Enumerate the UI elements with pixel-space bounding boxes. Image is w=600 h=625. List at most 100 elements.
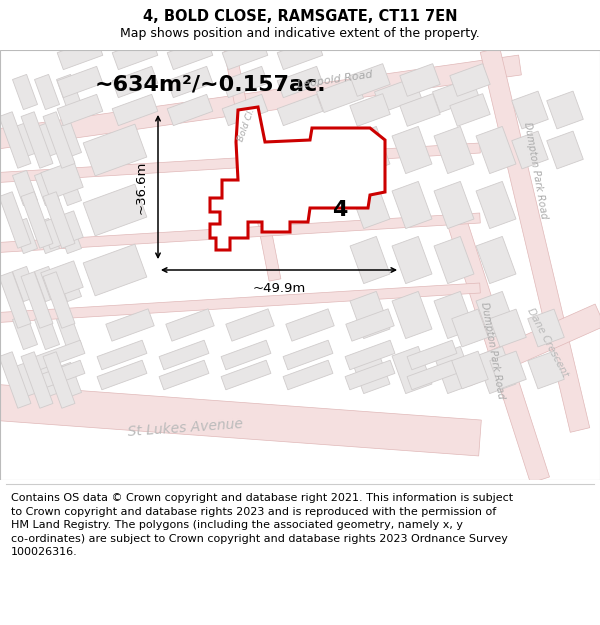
Text: Map shows position and indicative extent of the property.: Map shows position and indicative extent… xyxy=(120,27,480,40)
Polygon shape xyxy=(0,55,521,150)
Polygon shape xyxy=(21,352,53,408)
Text: ~634m²/~0.157ac.: ~634m²/~0.157ac. xyxy=(95,75,326,95)
Polygon shape xyxy=(283,340,333,370)
Polygon shape xyxy=(56,218,82,254)
Polygon shape xyxy=(34,314,59,349)
Polygon shape xyxy=(490,351,526,389)
Polygon shape xyxy=(13,266,38,302)
Polygon shape xyxy=(512,91,548,129)
Polygon shape xyxy=(166,309,214,341)
Text: Contains OS data © Crown copyright and database right 2021. This information is : Contains OS data © Crown copyright and d… xyxy=(11,493,513,558)
Polygon shape xyxy=(159,340,209,370)
Polygon shape xyxy=(490,309,526,347)
Polygon shape xyxy=(43,352,75,408)
Polygon shape xyxy=(35,340,85,370)
Polygon shape xyxy=(407,340,457,370)
Polygon shape xyxy=(57,66,103,98)
Polygon shape xyxy=(0,143,481,183)
Polygon shape xyxy=(112,66,158,98)
Polygon shape xyxy=(434,346,474,394)
Polygon shape xyxy=(221,360,271,390)
Polygon shape xyxy=(13,171,38,206)
Polygon shape xyxy=(56,266,82,302)
Polygon shape xyxy=(0,112,31,168)
Polygon shape xyxy=(221,340,271,370)
Polygon shape xyxy=(350,64,390,96)
Polygon shape xyxy=(434,126,474,174)
Polygon shape xyxy=(0,352,31,408)
Polygon shape xyxy=(374,78,421,112)
Polygon shape xyxy=(56,122,82,158)
Polygon shape xyxy=(277,66,323,98)
Polygon shape xyxy=(345,340,395,370)
Polygon shape xyxy=(83,124,147,176)
Polygon shape xyxy=(392,181,432,229)
Polygon shape xyxy=(277,38,323,69)
Polygon shape xyxy=(97,340,147,370)
Text: 4, BOLD CLOSE, RAMSGATE, CT11 7EN: 4, BOLD CLOSE, RAMSGATE, CT11 7EN xyxy=(143,9,457,24)
Polygon shape xyxy=(226,309,274,341)
Polygon shape xyxy=(512,131,548,169)
Polygon shape xyxy=(34,171,59,206)
Polygon shape xyxy=(350,94,390,126)
Polygon shape xyxy=(0,272,31,328)
Polygon shape xyxy=(13,314,38,349)
Polygon shape xyxy=(21,112,53,168)
Polygon shape xyxy=(286,309,334,341)
Polygon shape xyxy=(440,197,550,483)
Polygon shape xyxy=(43,112,75,168)
Polygon shape xyxy=(346,309,394,341)
Polygon shape xyxy=(0,192,31,248)
Polygon shape xyxy=(35,360,85,390)
Polygon shape xyxy=(43,272,75,328)
Polygon shape xyxy=(528,309,564,347)
Polygon shape xyxy=(34,362,59,398)
Polygon shape xyxy=(112,38,158,69)
Polygon shape xyxy=(34,218,59,254)
Polygon shape xyxy=(476,236,516,284)
Polygon shape xyxy=(34,74,59,109)
Text: Leopold Road: Leopold Road xyxy=(296,70,373,90)
Polygon shape xyxy=(57,38,103,69)
Polygon shape xyxy=(41,161,83,199)
Polygon shape xyxy=(476,126,516,174)
Polygon shape xyxy=(392,236,432,284)
Polygon shape xyxy=(106,309,154,341)
Text: Bold Cl.: Bold Cl. xyxy=(237,107,257,142)
Polygon shape xyxy=(434,181,474,229)
Polygon shape xyxy=(350,236,390,284)
Polygon shape xyxy=(167,66,213,98)
Polygon shape xyxy=(41,261,83,299)
Polygon shape xyxy=(13,218,38,254)
Polygon shape xyxy=(392,291,432,339)
Text: ~36.6m: ~36.6m xyxy=(135,160,148,214)
Polygon shape xyxy=(56,171,82,206)
Polygon shape xyxy=(0,384,481,456)
Text: Dumpton Park Road: Dumpton Park Road xyxy=(479,301,505,399)
Polygon shape xyxy=(21,192,53,248)
Polygon shape xyxy=(112,94,158,126)
Polygon shape xyxy=(476,346,516,394)
Polygon shape xyxy=(56,362,82,398)
Text: St Lukes Avenue: St Lukes Avenue xyxy=(127,417,243,439)
Polygon shape xyxy=(222,94,268,126)
Polygon shape xyxy=(434,291,474,339)
Polygon shape xyxy=(167,94,213,126)
Polygon shape xyxy=(400,64,440,96)
Polygon shape xyxy=(392,126,432,174)
Polygon shape xyxy=(222,38,268,69)
Polygon shape xyxy=(350,126,390,174)
Polygon shape xyxy=(350,181,390,229)
Polygon shape xyxy=(41,211,83,249)
Polygon shape xyxy=(434,236,474,284)
Polygon shape xyxy=(450,64,490,96)
Polygon shape xyxy=(528,351,564,389)
Polygon shape xyxy=(0,213,481,253)
Polygon shape xyxy=(452,309,488,347)
Polygon shape xyxy=(433,78,479,112)
Polygon shape xyxy=(56,74,82,109)
Polygon shape xyxy=(222,66,268,98)
Text: ~49.9m: ~49.9m xyxy=(253,282,305,295)
Polygon shape xyxy=(547,131,583,169)
Polygon shape xyxy=(0,283,481,323)
